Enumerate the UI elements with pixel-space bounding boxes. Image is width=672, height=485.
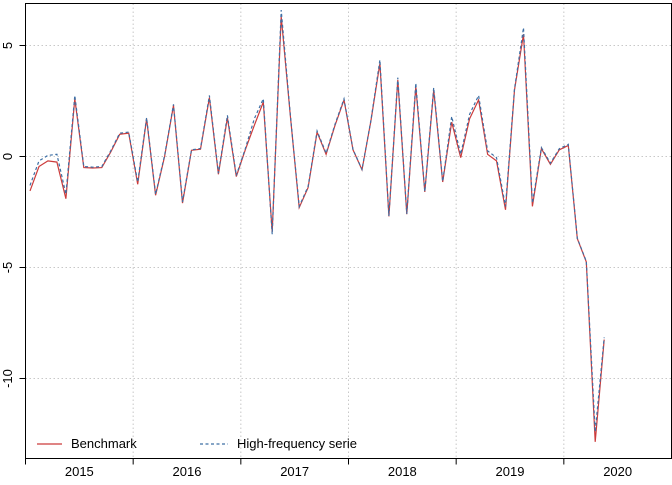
y-tick-label: -10 [0, 369, 15, 388]
x-tick-label: 2017 [280, 464, 309, 479]
x-tick-label: 2020 [603, 464, 632, 479]
series-layer [29, 9, 605, 442]
y-tick-label: 5 [0, 42, 15, 49]
series-line-high-frequency [29, 9, 605, 432]
axis-layer: 2015 2016 2017 2018 2019 2020 5 0 -5 -10 [0, 3, 672, 479]
legend-highfreq-label: High-frequency serie [237, 436, 357, 451]
y-tick-label: -5 [0, 262, 15, 274]
grid-layer [25, 3, 672, 459]
y-tick-label: 0 [0, 153, 15, 160]
x-tick-label: 2016 [173, 464, 202, 479]
legend: Benchmark High-frequency serie [37, 436, 357, 451]
x-tick-label: 2018 [388, 464, 417, 479]
x-tick-label: 2019 [496, 464, 525, 479]
legend-benchmark-label: Benchmark [71, 436, 137, 451]
x-tick-label: 2015 [65, 464, 94, 479]
